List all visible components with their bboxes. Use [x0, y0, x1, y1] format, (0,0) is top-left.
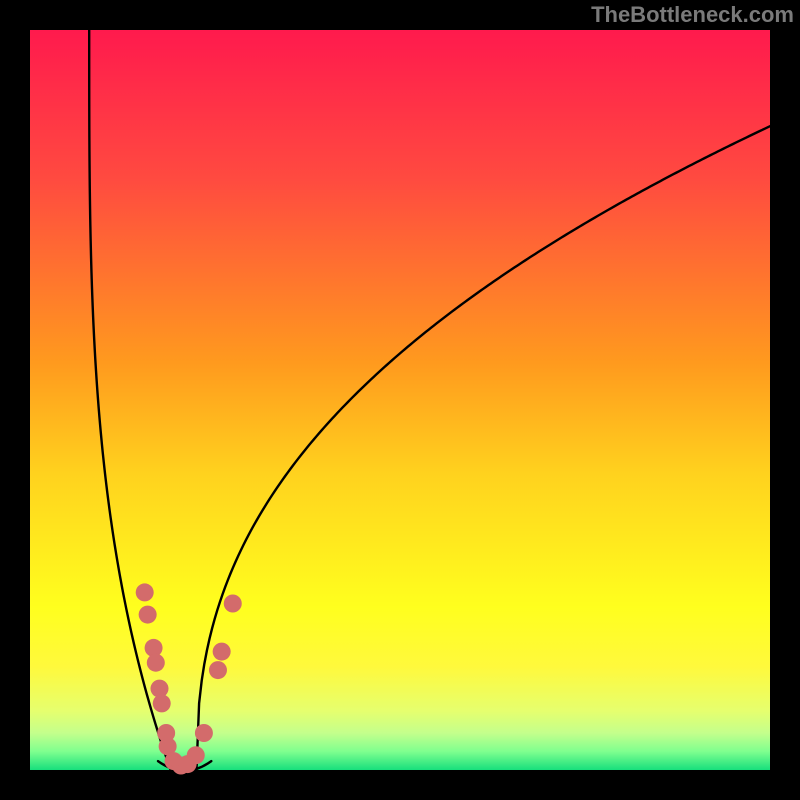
- data-marker: [153, 694, 171, 712]
- chart-root: TheBottleneck.com: [0, 0, 800, 800]
- data-marker: [136, 583, 154, 601]
- data-marker: [209, 661, 227, 679]
- data-marker: [139, 606, 157, 624]
- data-marker: [187, 746, 205, 764]
- data-marker: [195, 724, 213, 742]
- data-marker: [213, 643, 231, 661]
- data-marker: [224, 595, 242, 613]
- data-marker: [147, 654, 165, 672]
- attribution-text: TheBottleneck.com: [591, 2, 794, 28]
- bottleneck-chart: [0, 0, 800, 800]
- chart-gradient-bg: [30, 30, 770, 770]
